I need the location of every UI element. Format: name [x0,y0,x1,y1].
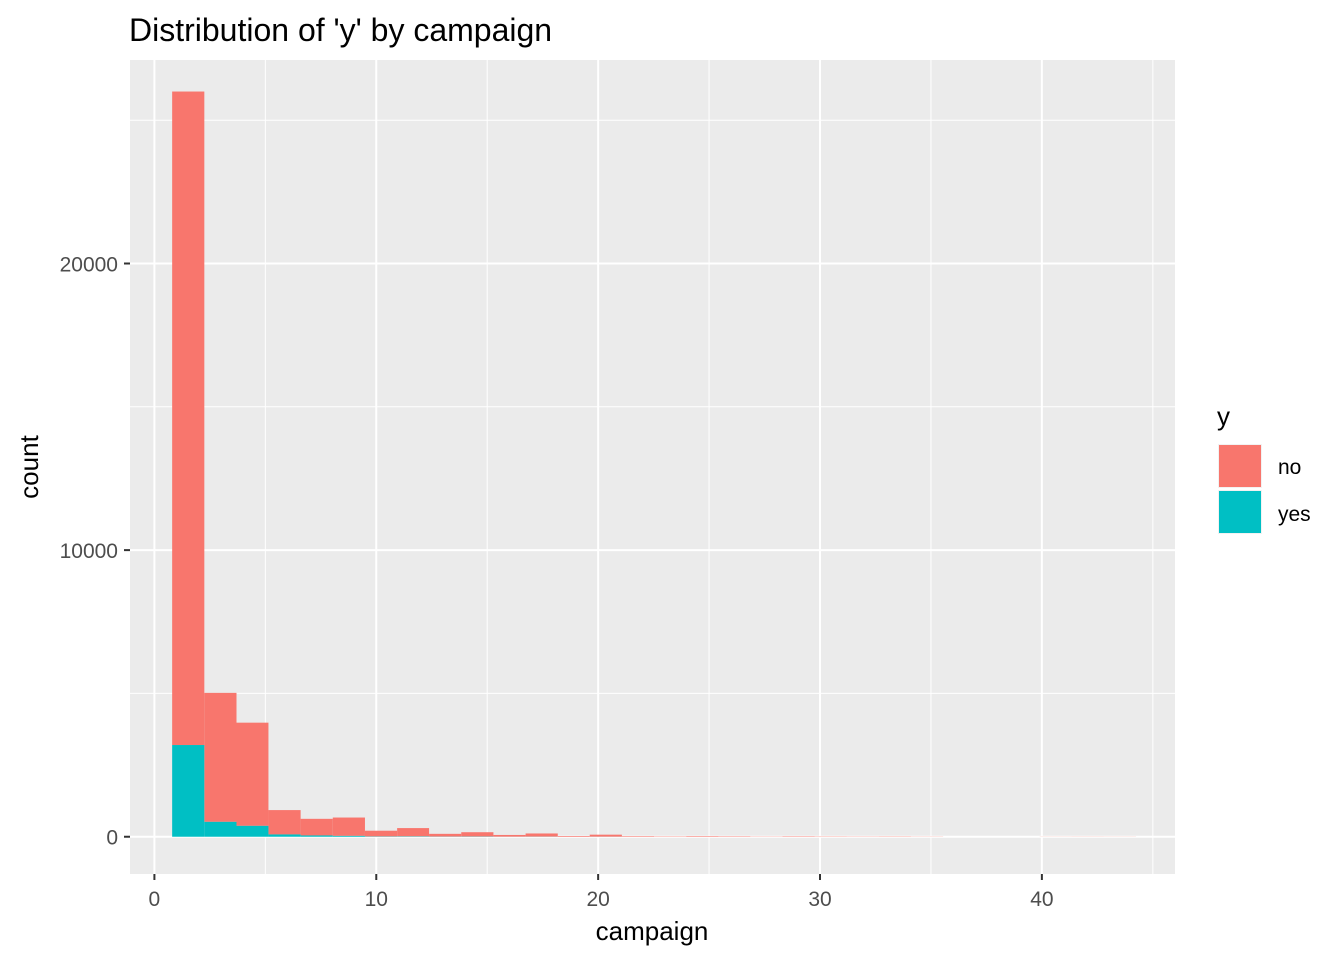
bar-no [493,834,526,837]
bar-no [621,836,655,837]
y-axis-ticks: 0 10000 20000 [60,254,130,850]
x-tick-label: 10 [365,888,388,911]
bar-yes [236,825,269,837]
y-tick-label: 10000 [60,540,118,563]
x-tick-label: 30 [808,888,831,911]
bar-no [429,833,462,837]
bar-yes [204,821,237,837]
bar-no [686,836,719,837]
bar-no [236,722,269,826]
legend-swatch-yes [1219,491,1261,533]
bar-no [461,832,494,837]
bar-no [589,834,622,837]
chart-title: Distribution of 'y' by campaign [129,12,552,48]
x-tick-label: 0 [149,888,161,911]
legend-label-no: no [1278,456,1301,479]
x-axis-ticks: 0 10 20 30 40 [149,874,1054,911]
bar-no [364,830,398,837]
bar-no [525,833,558,837]
bar-no [300,818,333,836]
legend: y no yes [1217,401,1311,534]
y-tick-label: 20000 [60,254,118,277]
bar-no [557,836,590,837]
bar-no [268,810,301,835]
bar-no [204,692,237,822]
legend-label-yes: yes [1278,503,1311,526]
bar-yes [172,745,205,837]
x-axis-title: campaign [596,916,709,946]
series-no-bars [172,91,1136,837]
bar-yes [300,835,333,837]
x-tick-label: 40 [1030,888,1053,911]
minor-gridlines [130,60,1175,874]
y-axis-title: count [14,434,44,498]
y-tick-label: 0 [106,827,118,850]
series-yes-bars [172,745,622,837]
bar-yes [332,835,365,837]
bar-no [397,828,430,837]
plot-panel [130,60,1175,874]
x-tick-label: 20 [586,888,609,911]
panel-background [130,60,1175,874]
bar-no [172,91,205,746]
bar-no [332,817,365,836]
legend-swatch-no [1219,445,1261,487]
bar-yes [268,834,301,837]
legend-title: y [1217,401,1230,431]
